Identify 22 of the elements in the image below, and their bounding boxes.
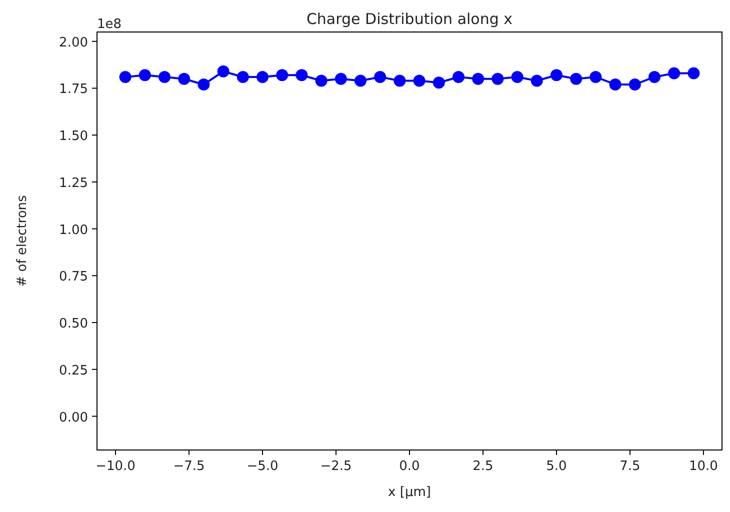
y-tick-label: 0.50 xyxy=(59,316,88,332)
y-tick-label: 0.25 xyxy=(59,363,88,378)
y-tick-label: 0.75 xyxy=(59,270,88,285)
x-tick-label: 2.5 xyxy=(472,459,494,474)
y-tick-label: 1.50 xyxy=(59,129,88,144)
chart-title: Charge Distribution along x xyxy=(306,10,513,28)
x-tick-label: 10.0 xyxy=(689,459,718,474)
x-tick-label: −10.0 xyxy=(96,459,136,474)
annotation: 1e8 xyxy=(97,17,122,32)
x-axis-title: x [µm] xyxy=(388,485,431,500)
y-tick-label: 0.00 xyxy=(59,410,88,426)
y-tick-label: 1.00 xyxy=(59,222,88,238)
x-tick-label: 7.5 xyxy=(620,459,640,474)
y-tick-label: 1.75 xyxy=(59,82,88,98)
x-tick-label: −7.5 xyxy=(173,459,205,474)
y-tick-label: 2.00 xyxy=(59,35,88,50)
x-tick-label: −2.5 xyxy=(320,459,352,474)
x-tick-label: 5.0 xyxy=(546,459,567,474)
y-axis-title: # of electrons xyxy=(15,194,30,287)
x-tick-label: −5.0 xyxy=(246,459,278,474)
x-tick-label: 0.0 xyxy=(399,459,420,474)
y-tick-label: 1.25 xyxy=(59,176,88,191)
